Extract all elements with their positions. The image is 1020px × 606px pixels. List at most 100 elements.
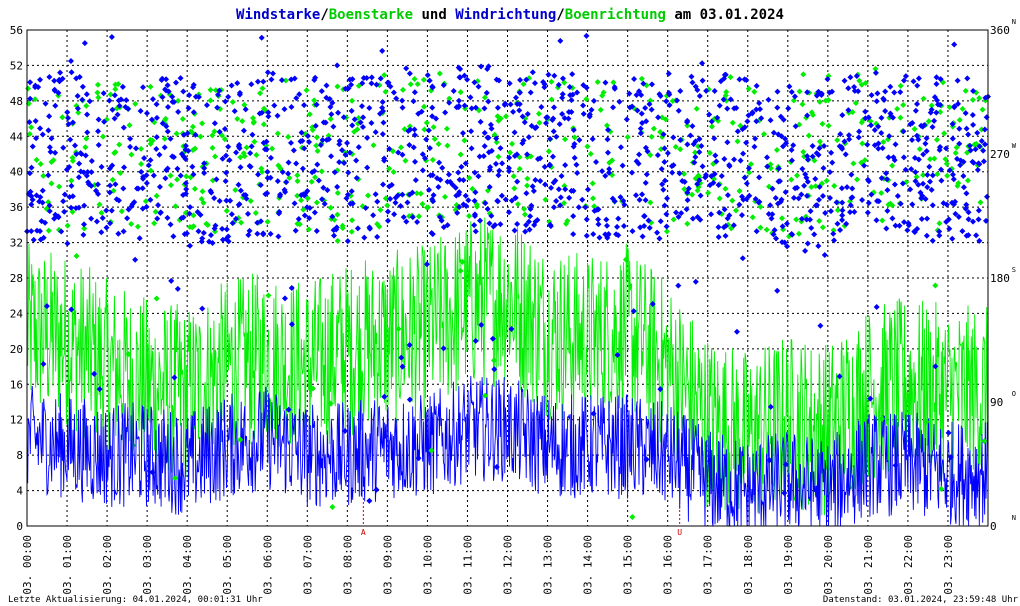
gust-direction-point bbox=[269, 145, 276, 152]
wind-direction-point bbox=[180, 131, 187, 138]
gust-direction-point bbox=[75, 109, 82, 116]
wind-direction-point bbox=[177, 75, 184, 82]
x-tick-label: 03. 03:00 bbox=[141, 535, 154, 595]
gust-direction-point bbox=[805, 132, 812, 139]
wind-direction-point bbox=[753, 82, 760, 89]
wind-direction-point bbox=[642, 179, 649, 186]
wind-direction-point bbox=[354, 225, 361, 232]
wind-direction-point bbox=[980, 158, 987, 165]
gust-direction-point bbox=[662, 116, 669, 123]
wind-direction-point bbox=[689, 123, 696, 130]
wind-direction-point bbox=[769, 211, 776, 218]
wind-direction-point bbox=[568, 97, 575, 104]
gust-direction-point bbox=[493, 139, 500, 146]
wind-direction-point bbox=[775, 178, 782, 185]
wind-direction-point bbox=[311, 77, 318, 84]
wind-direction-point bbox=[699, 163, 706, 170]
wind-direction-point bbox=[510, 108, 517, 115]
gust-direction-point bbox=[834, 137, 841, 144]
x-tick-label: 03. 07:00 bbox=[301, 535, 314, 595]
gust-direction-point bbox=[916, 146, 923, 153]
wind-direction-point bbox=[557, 37, 564, 44]
wind-direction-point bbox=[874, 90, 881, 97]
gust-direction-point bbox=[257, 90, 264, 97]
wind-direction-point bbox=[531, 80, 538, 87]
gust-direction-point bbox=[274, 130, 281, 137]
wind-direction-point bbox=[548, 184, 555, 191]
wind-direction-point bbox=[884, 207, 891, 214]
wind-direction-point bbox=[35, 84, 42, 91]
wind-direction-point bbox=[580, 102, 587, 109]
wind-direction-point bbox=[822, 209, 829, 216]
gust-direction-point bbox=[134, 223, 141, 230]
wind-direction-point bbox=[702, 174, 709, 181]
gust-direction-point bbox=[415, 213, 422, 220]
wind-direction-point bbox=[864, 209, 871, 216]
wind-direction-point bbox=[758, 115, 765, 122]
wind-direction-point bbox=[819, 192, 826, 199]
wind-direction-point bbox=[816, 145, 823, 152]
wind-direction-point bbox=[63, 166, 70, 173]
wind-direction-point bbox=[453, 192, 460, 199]
title-part: Boenstarke bbox=[329, 7, 413, 23]
wind-direction-point bbox=[26, 119, 33, 126]
gust-direction-point bbox=[311, 97, 318, 104]
wind-direction-point bbox=[392, 199, 399, 206]
gust-direction-point bbox=[457, 267, 464, 274]
wind-direction-point bbox=[570, 231, 577, 238]
gust-direction-point bbox=[300, 206, 307, 213]
wind-direction-point bbox=[756, 174, 763, 181]
wind-direction-point bbox=[487, 164, 494, 171]
wind-direction-point bbox=[38, 218, 45, 225]
wind-direction-point bbox=[937, 101, 944, 108]
wind-direction-point bbox=[532, 125, 539, 132]
wind-direction-point bbox=[508, 197, 515, 204]
wind-direction-point bbox=[804, 112, 811, 119]
gust-direction-point bbox=[511, 185, 518, 192]
wind-direction-point bbox=[446, 99, 453, 106]
wind-direction-point bbox=[773, 235, 780, 242]
wind-direction-point bbox=[983, 193, 990, 200]
wind-direction-point bbox=[407, 126, 414, 133]
wind-direction-point bbox=[481, 129, 488, 136]
wind-direction-point bbox=[645, 217, 652, 224]
wind-direction-point bbox=[334, 62, 341, 69]
wind-direction-point bbox=[341, 159, 348, 166]
wind-direction-point bbox=[211, 195, 218, 202]
wind-direction-point bbox=[547, 221, 554, 228]
wind-direction-point bbox=[281, 295, 288, 302]
wind-direction-point bbox=[635, 160, 642, 167]
wind-direction-point bbox=[315, 177, 322, 184]
wind-direction-point bbox=[900, 154, 907, 161]
wind-direction-point bbox=[237, 164, 244, 171]
wind-direction-point bbox=[828, 149, 835, 156]
y-tick-label-left: 16 bbox=[10, 378, 23, 391]
wind-direction-point bbox=[636, 196, 643, 203]
wind-direction-point bbox=[170, 154, 177, 161]
gust-direction-point bbox=[334, 83, 341, 90]
wind-direction-point bbox=[914, 225, 921, 232]
wind-direction-point bbox=[745, 165, 752, 172]
wind-direction-point bbox=[923, 148, 930, 155]
direction-letter: W bbox=[1012, 142, 1017, 150]
wind-direction-point bbox=[494, 198, 501, 205]
wind-direction-point bbox=[161, 144, 168, 151]
gust-direction-point bbox=[629, 514, 636, 521]
wind-direction-point bbox=[716, 209, 723, 216]
wind-direction-point bbox=[73, 75, 80, 82]
wind-direction-point bbox=[520, 137, 527, 144]
gust-direction-point bbox=[943, 160, 950, 167]
wind-direction-point bbox=[331, 169, 338, 176]
wind-direction-point bbox=[436, 159, 443, 166]
wind-direction-point bbox=[219, 155, 226, 162]
wind-direction-point bbox=[764, 163, 771, 170]
wind-direction-point bbox=[550, 115, 557, 122]
wind-direction-point bbox=[922, 195, 929, 202]
wind-direction-point bbox=[543, 114, 550, 121]
gust-direction-point bbox=[83, 135, 90, 142]
wind-direction-point bbox=[111, 92, 118, 99]
wind-direction-point bbox=[568, 109, 575, 116]
wind-direction-point bbox=[767, 202, 774, 209]
wind-direction-point bbox=[875, 123, 882, 130]
wind-direction-point bbox=[851, 84, 858, 91]
